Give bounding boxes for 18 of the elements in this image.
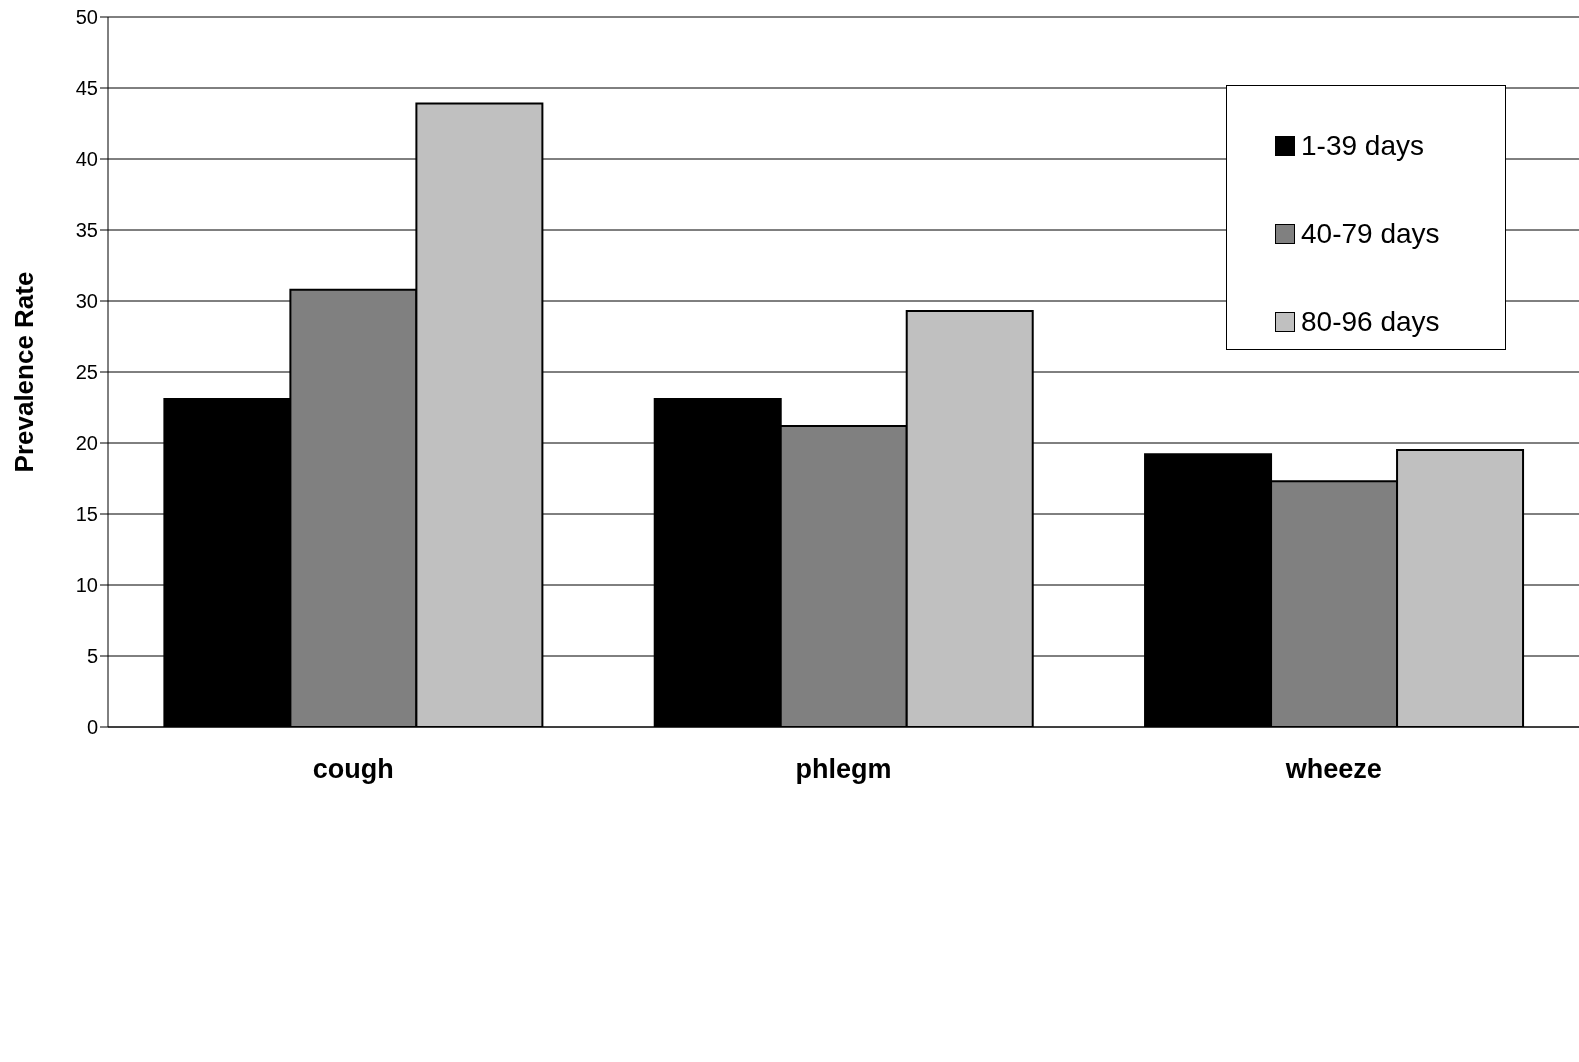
legend-label: 40-79 days <box>1301 218 1440 250</box>
x-tick-label: phlegm <box>795 754 892 785</box>
x-tick-label: cough <box>312 754 394 785</box>
legend-label: 80-96 days <box>1301 306 1440 338</box>
y-tick-label: 25 <box>75 361 98 384</box>
x-tick-label: wheeze <box>1284 754 1382 785</box>
legend-label: 1-39 days <box>1301 130 1424 162</box>
y-tick-label: 50 <box>75 6 98 29</box>
y-tick-label: 10 <box>75 574 98 597</box>
y-tick-label: 0 <box>86 716 98 739</box>
y-tick-label: 30 <box>75 290 98 313</box>
y-tick-label: 5 <box>86 645 98 668</box>
y-tick-label: 40 <box>75 148 98 171</box>
y-tick-label: 45 <box>75 77 98 100</box>
y-tick-label: 35 <box>75 219 98 242</box>
y-tick-label: 20 <box>75 432 98 455</box>
y-axis-title: Prevalence Rate <box>9 271 40 473</box>
y-tick-label: 15 <box>75 503 98 526</box>
